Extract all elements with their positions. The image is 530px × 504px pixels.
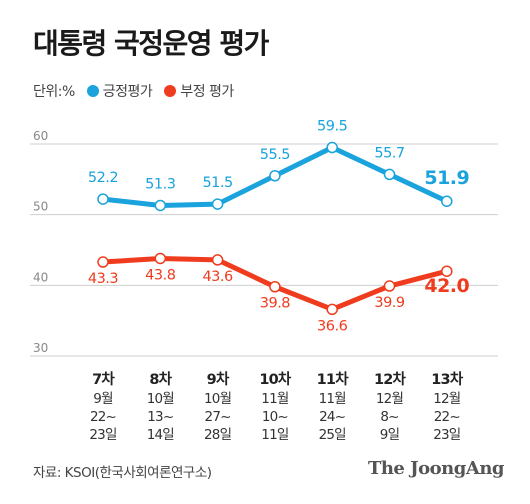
brand-logo: The JoongAng <box>367 458 505 479</box>
source-note: 자료: KSOI(한국사회여론연구소) <box>33 465 212 481</box>
x-date-label: 10~ <box>262 409 288 425</box>
data-point-negative <box>97 256 109 268</box>
data-label-negative: 43.3 <box>88 271 119 287</box>
x-date-label: 12월 <box>433 391 461 407</box>
data-point-negative <box>211 254 224 266</box>
x-date-label: 8~ <box>380 409 398 425</box>
data-label-negative: 43.8 <box>145 267 176 283</box>
data-point-positive <box>326 141 338 154</box>
y-tick-label: 60 <box>33 129 48 143</box>
x-tick-label: 11차 <box>317 371 350 388</box>
x-date-label: 27~ <box>205 409 231 425</box>
x-date-label: 9월 <box>93 391 113 407</box>
x-date-label: 22~ <box>434 409 460 425</box>
y-tick-label: 50 <box>33 200 48 214</box>
x-tick-label: 7차 <box>92 371 115 388</box>
data-label-positive: 51.5 <box>202 175 232 191</box>
legend-positive-dot-icon <box>86 85 99 97</box>
x-date-label: 24~ <box>319 409 345 425</box>
x-tick-label: 9차 <box>207 371 230 388</box>
legend-negative-label: 부정 평가 <box>180 84 234 100</box>
data-label-negative: 42.0 <box>424 275 469 297</box>
x-tick-label: 8차 <box>149 371 172 388</box>
legend-item-positive: 긍정평가 <box>86 81 153 101</box>
x-date-label: 10월 <box>204 391 232 407</box>
chart-title: 대통령 국정운영 평가 <box>33 27 269 60</box>
x-date-label: 12월 <box>376 391 404 407</box>
legend: 단위:% 긍정평가 부정 평가 <box>33 81 234 101</box>
data-label-positive: 59.5 <box>317 119 347 135</box>
x-tick-label: 12차 <box>374 371 407 388</box>
data-point-negative <box>383 280 396 292</box>
data-label-negative: 43.6 <box>202 269 233 285</box>
y-tick-label: 40 <box>33 270 48 284</box>
data-point-positive <box>211 198 224 210</box>
legend-negative-dot-icon <box>164 85 177 97</box>
data-point-positive <box>97 193 109 205</box>
x-tick-label: 13차 <box>431 371 464 388</box>
y-tick-label: 30 <box>33 341 48 355</box>
data-point-negative <box>154 252 167 265</box>
data-label-positive: 51.9 <box>424 167 469 189</box>
x-date-label: 28일 <box>204 427 232 443</box>
unit-label: 단위:% <box>33 84 75 100</box>
data-point-negative <box>269 280 281 293</box>
legend-item-negative: 부정 평가 <box>164 81 234 101</box>
x-date-label: 11일 <box>261 427 289 443</box>
data-label-negative: 36.6 <box>317 318 348 334</box>
x-date-label: 14일 <box>147 427 175 443</box>
data-label-positive: 51.3 <box>145 176 176 192</box>
data-point-positive <box>154 199 167 212</box>
x-date-label: 23일 <box>433 427 461 443</box>
data-point-positive <box>441 195 453 207</box>
x-date-label: 11월 <box>261 391 289 407</box>
legend-positive-label: 긍정평가 <box>102 84 153 100</box>
data-label-positive: 55.5 <box>260 147 290 163</box>
data-label-positive: 55.7 <box>374 145 404 161</box>
x-date-label: 25일 <box>319 427 347 443</box>
data-point-positive <box>269 170 281 182</box>
data-point-negative <box>326 303 338 316</box>
x-tick-label: 10차 <box>259 371 292 388</box>
x-date-label: 9일 <box>380 427 400 443</box>
x-date-label: 22~ <box>90 409 116 425</box>
data-label-negative: 39.8 <box>260 296 291 312</box>
x-date-label: 11월 <box>319 391 347 407</box>
x-date-label: 13~ <box>147 409 173 425</box>
data-point-negative <box>441 265 453 277</box>
data-label-positive: 52.2 <box>88 170 118 186</box>
x-date-label: 10월 <box>147 391 175 407</box>
data-label-negative: 39.9 <box>374 295 405 311</box>
x-date-label: 23일 <box>89 427 117 443</box>
data-point-positive <box>383 168 396 181</box>
